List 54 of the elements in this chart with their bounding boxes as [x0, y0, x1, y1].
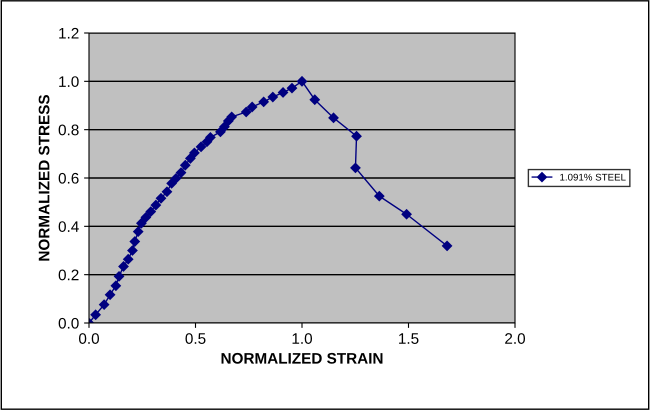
- y-tick-label: 0.8: [58, 124, 79, 136]
- point: [296, 76, 308, 86]
- x-tick-label: 1.5: [399, 333, 418, 344]
- point: [110, 280, 121, 291]
- y-tick-label: 1.2: [59, 28, 79, 39]
- point: [156, 193, 166, 204]
- y-tick-label: 0.6: [58, 172, 79, 184]
- y-tick-label: 1.0: [59, 76, 79, 88]
- point: [442, 240, 452, 252]
- point: [118, 261, 129, 272]
- point: [176, 168, 186, 178]
- point: [180, 160, 190, 170]
- point: [133, 226, 144, 237]
- point: [99, 300, 110, 310]
- point: [310, 94, 320, 105]
- point: [146, 206, 156, 217]
- point: [114, 271, 124, 282]
- point: [162, 186, 172, 197]
- point: [170, 173, 182, 184]
- x-tick-label: 2.0: [505, 333, 526, 344]
- point: [328, 112, 339, 123]
- point: [104, 290, 116, 300]
- point: [374, 191, 384, 202]
- point: [136, 218, 147, 228]
- x-tick-label: 0.5: [185, 333, 206, 344]
- y-tick-label: 0.0: [58, 318, 79, 329]
- point: [226, 112, 237, 122]
- point: [90, 310, 101, 320]
- x-tick-label: 0.0: [78, 333, 100, 344]
- point: [140, 212, 151, 223]
- point: [185, 153, 196, 164]
- y-axis-title: NORMALIZED STRESS: [38, 94, 50, 261]
- point: [258, 96, 269, 107]
- x-tick-label: 1.0: [292, 333, 312, 344]
- point: [150, 200, 161, 210]
- point: [127, 245, 138, 256]
- point: [123, 254, 134, 264]
- point: [205, 132, 216, 143]
- point: [189, 148, 200, 158]
- point: [268, 92, 278, 102]
- point: [286, 82, 298, 94]
- point: [219, 122, 230, 132]
- legend-label: 1.091% STEEL: [560, 174, 626, 181]
- point: [196, 142, 206, 152]
- y-tick-label: 0.4: [58, 221, 79, 232]
- point: [278, 87, 288, 98]
- y-tick-label: 0.2: [58, 270, 79, 280]
- point: [241, 106, 252, 118]
- point: [130, 236, 140, 247]
- point: [401, 209, 412, 220]
- point: [247, 102, 258, 112]
- point: [350, 162, 361, 173]
- x-axis-title: NORMALIZED STRAIN: [222, 352, 382, 364]
- point: [351, 131, 362, 142]
